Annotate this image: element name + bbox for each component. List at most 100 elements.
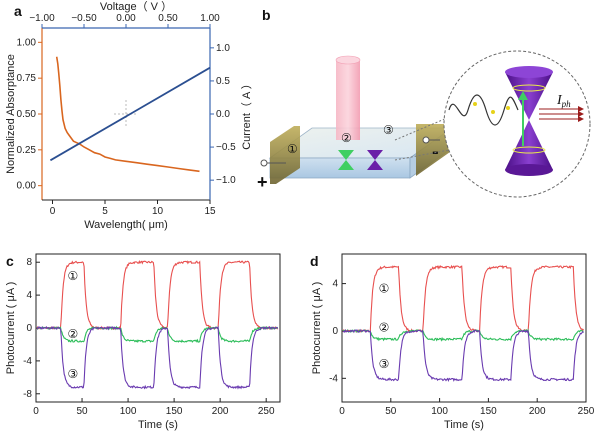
wave-dot-3	[506, 106, 510, 110]
x-axis-label-wavelength: Wavelength( μm)	[84, 219, 168, 231]
zoom-circle	[443, 50, 591, 198]
plus-sign: +	[257, 172, 268, 192]
tick-label-y-current: 0.5	[216, 76, 230, 87]
right-terminal	[422, 136, 430, 144]
current-voltage-line	[49, 66, 211, 162]
iph-label: Iph	[556, 93, 571, 109]
zoom-line-bottom	[394, 147, 461, 161]
tick-label-y-current: 1.0	[216, 43, 230, 54]
tick-label-y-current: 0.0	[216, 109, 230, 120]
purple-cone-lower	[367, 160, 383, 170]
trace-marker-3: ③	[379, 357, 390, 371]
y-axis-label-photocurrent: Photocurrent ( μA )	[5, 282, 17, 375]
lower-cone-bottom	[505, 164, 553, 176]
tick-label-x-time: 50	[76, 406, 88, 417]
tick-label-x-wavelength: 5	[102, 206, 108, 217]
trace-1	[342, 264, 584, 334]
plot-frame	[341, 253, 587, 403]
iph-arrowhead-3	[578, 116, 584, 122]
y2-axis-label-current: Current（ A ）	[240, 78, 253, 150]
lower-cone-ring	[512, 146, 546, 154]
trace-marker-2: ②	[67, 327, 78, 341]
tick-label-x-time: 0	[339, 406, 345, 417]
upper-cone-ring	[512, 84, 546, 92]
tick-label-x-time: 100	[431, 406, 448, 417]
tick-label-y-photocurrent: 0	[26, 323, 32, 334]
tick-label-x-time: 100	[120, 406, 137, 417]
tick-label-y-current: −0.5	[216, 142, 236, 153]
tick-label-y-absorptance: 0.00	[17, 181, 37, 192]
tick-label-x-time: 200	[212, 406, 229, 417]
tick-label-x-wavelength: 15	[204, 206, 216, 217]
iph-arrowhead-2	[578, 111, 584, 117]
trace-marker-3: ③	[67, 367, 78, 381]
tick-label-y-absorptance: 0.50	[17, 109, 37, 120]
left-terminal	[260, 159, 268, 167]
panel-label-b: b	[262, 7, 271, 23]
minus-sign: -	[432, 141, 439, 163]
tick-label-x-time: 200	[529, 406, 546, 417]
tick-label-x-voltage: −0.50	[71, 13, 97, 24]
chart-a-absorptance: 0 5 10 150.000.250.500.751.00−1.00 −0.50 0.00…	[5, 0, 253, 231]
dirac-cone-upper	[505, 72, 553, 120]
tick-label-y-photocurrent: 8	[26, 257, 32, 268]
tick-label-y-photocurrent: 0	[332, 326, 338, 337]
transition-arrow-head	[518, 91, 528, 100]
tick-label-y-photocurrent: -4	[23, 356, 32, 367]
chart-c-photocurrent: 0 50 100 150 200 250 -8 -4 0 4 8 Time (s) Photocurre…	[5, 253, 281, 431]
tick-label-x-wavelength: 0	[50, 206, 56, 217]
tick-label-y-photocurrent: 4	[332, 279, 338, 290]
trace-2	[342, 328, 584, 342]
marker-3: ③	[383, 123, 394, 137]
tick-label-x-time: 150	[480, 406, 497, 417]
tick-label-x-time: 150	[166, 406, 183, 417]
y-axis-label-photocurrent: Photocurrent ( μA )	[311, 282, 323, 375]
panel-label-a: a	[14, 3, 22, 19]
chart-d-photocurrent: 0 50 100 150 200 250 -4 0 4 Time (s) Photocurrent …	[311, 253, 595, 431]
tick-label-y-absorptance: 0.75	[17, 73, 37, 84]
tick-label-x-voltage: 0.50	[158, 13, 178, 24]
tick-label-x-wavelength: 10	[152, 206, 164, 217]
tick-label-x-time: 250	[578, 406, 595, 417]
tick-label-x-voltage: 0.00	[116, 13, 136, 24]
purple-cone-upper	[367, 150, 383, 160]
panel-label-c: c	[6, 253, 14, 269]
tick-label-x-voltage: −1.00	[29, 13, 55, 24]
trace-3	[342, 328, 584, 382]
tick-label-y-absorptance: 1.00	[17, 37, 37, 48]
marker-2: ②	[341, 131, 352, 145]
trace-2	[36, 325, 278, 343]
left-electrode	[270, 126, 300, 184]
x-axis-label-time: Time (s)	[444, 419, 484, 431]
iph-arrowhead-1	[578, 106, 584, 112]
laser-beam	[336, 60, 360, 140]
x-axis-label-time: Time (s)	[138, 419, 178, 431]
tick-label-x-time: 50	[385, 406, 397, 417]
green-cone-upper	[338, 150, 354, 160]
wave-dot-1	[473, 102, 477, 106]
tick-label-x-time: 0	[33, 406, 39, 417]
trace-marker-2: ②	[379, 320, 390, 334]
zoom-line-top	[394, 117, 448, 141]
tick-label-y-absorptance: 0.25	[17, 145, 37, 156]
tick-label-x-voltage: 1.00	[200, 13, 220, 24]
device-diagram: ① ② ③ + - Iph	[257, 50, 591, 198]
tick-label-y-photocurrent: 4	[26, 290, 32, 301]
wave	[448, 94, 519, 126]
panel-label-d: d	[310, 253, 319, 269]
y-axis-label-absorptance: Normalized Absorptance	[5, 54, 17, 174]
tick-label-y-photocurrent: -4	[329, 373, 338, 384]
tick-label-y-current: −1.0	[216, 175, 236, 186]
upper-cone-top	[505, 66, 553, 78]
wave-dot-2	[491, 110, 495, 114]
x2-axis-label-voltage: Voltage（ V ）	[100, 0, 172, 13]
trace-marker-1: ①	[67, 269, 78, 283]
absorptance-curve	[55, 56, 200, 173]
marker-1: ①	[287, 142, 298, 156]
trace-1	[36, 259, 278, 331]
tick-label-x-time: 250	[258, 406, 275, 417]
trace-marker-1: ①	[379, 281, 390, 295]
laser-beam-top	[335, 55, 361, 65]
green-cone-lower	[338, 160, 354, 170]
